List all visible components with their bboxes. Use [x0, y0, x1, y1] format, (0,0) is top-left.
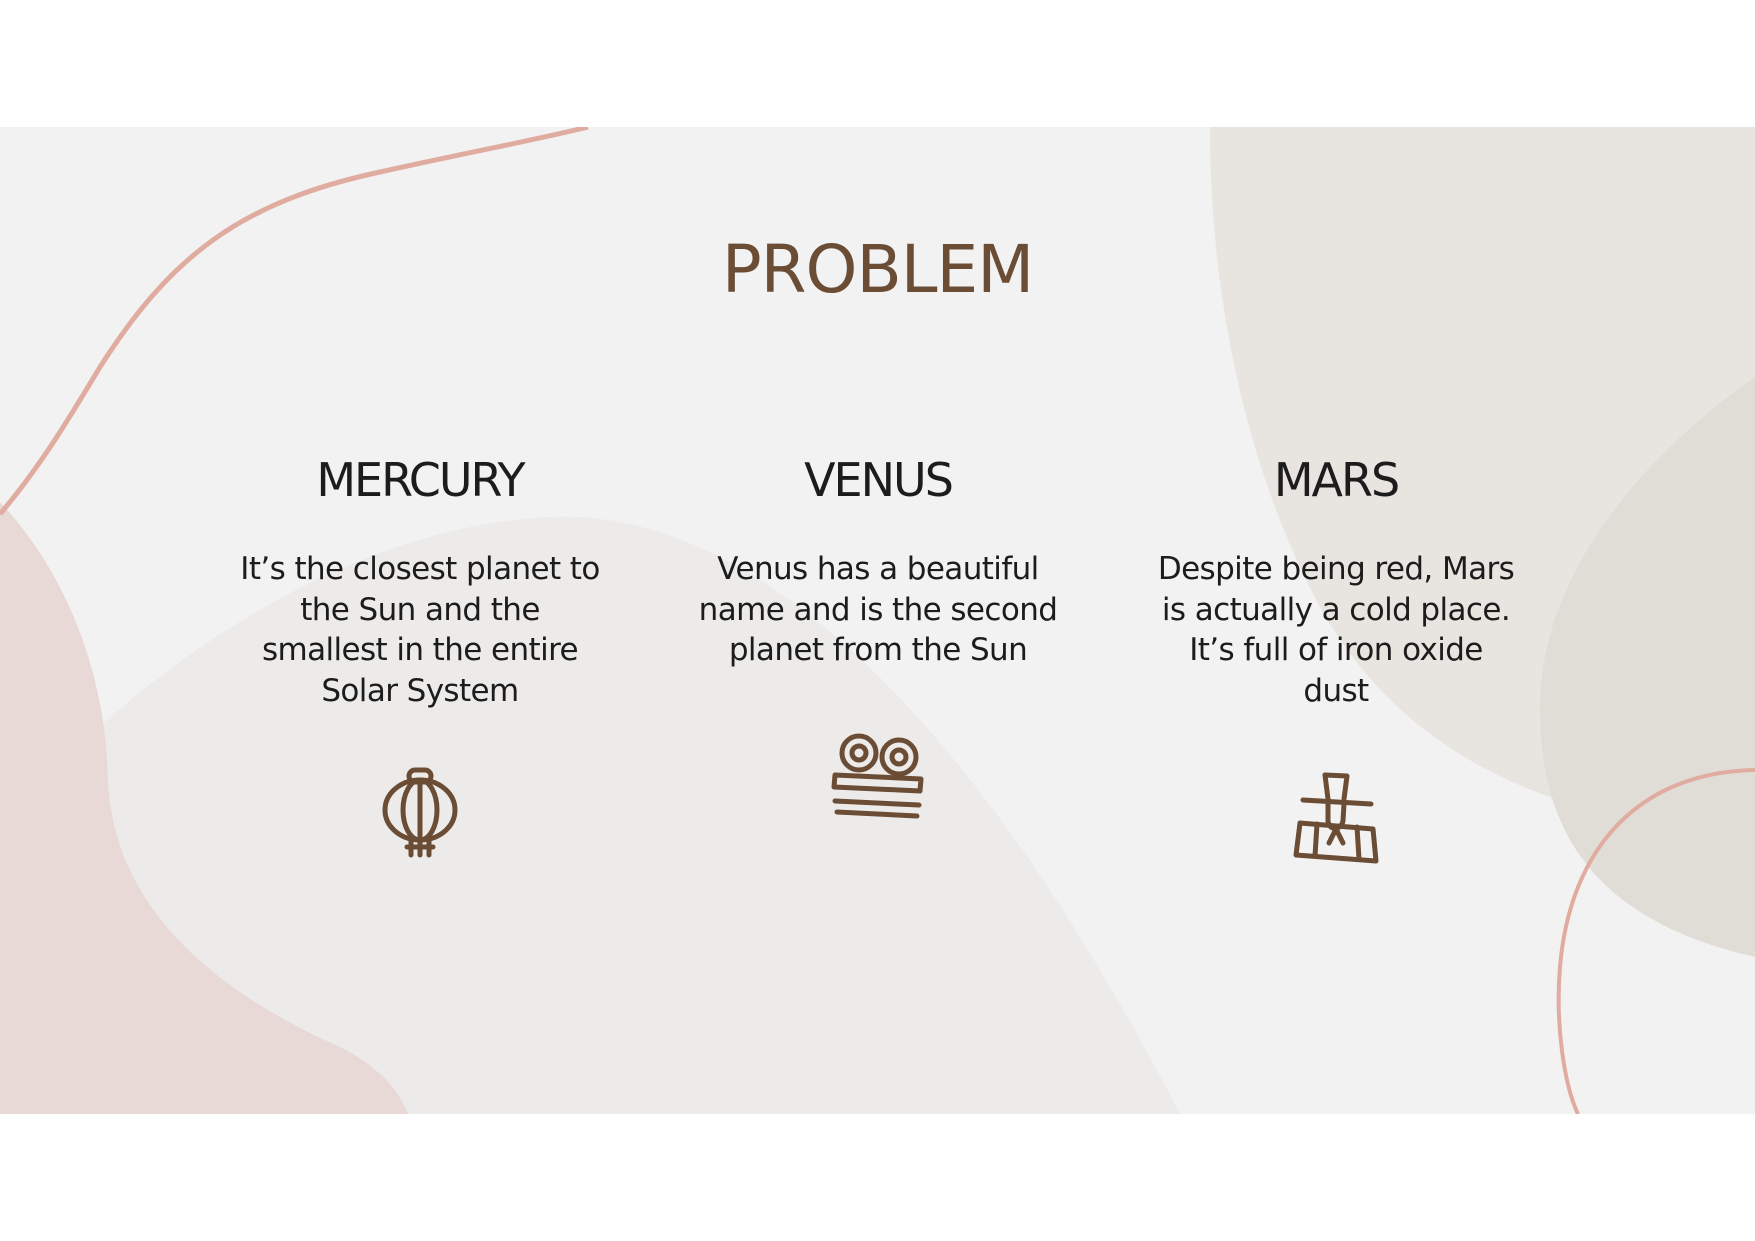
- pink-line-bottom-right: [1556, 768, 1755, 1114]
- column-description: Despite being red, Mars is actually a co…: [1157, 551, 1515, 709]
- slide: PROBLEM MERCURY It’s the closest planet …: [0, 127, 1755, 1114]
- column-mars: MARS Despite being red, Mars is actually…: [1146, 457, 1526, 869]
- lantern-icon: [382, 767, 458, 858]
- column-description: Venus has a beautiful name and is the se…: [698, 551, 1058, 668]
- pink-line-top-left: [0, 127, 589, 516]
- slide-title: PROBLEM: [721, 231, 1034, 308]
- grey-blob-center: [0, 516, 1180, 1114]
- drums-icon: [831, 733, 924, 818]
- background-decoration: [0, 127, 1755, 1114]
- column-heading: MERCURY: [316, 453, 525, 507]
- ink-brush-icon: [1293, 772, 1379, 864]
- pink-blob-left: [0, 502, 408, 1114]
- column-mercury: MERCURY It’s the closest planet to the S…: [230, 457, 610, 869]
- column-heading: VENUS: [804, 453, 954, 507]
- beige-blob-right-inner: [1540, 377, 1755, 957]
- column-heading: MARS: [1273, 453, 1400, 507]
- column-description: It’s the closest planet to the Sun and t…: [240, 551, 600, 709]
- column-venus: VENUS Venus has a beautiful name and is …: [688, 457, 1068, 829]
